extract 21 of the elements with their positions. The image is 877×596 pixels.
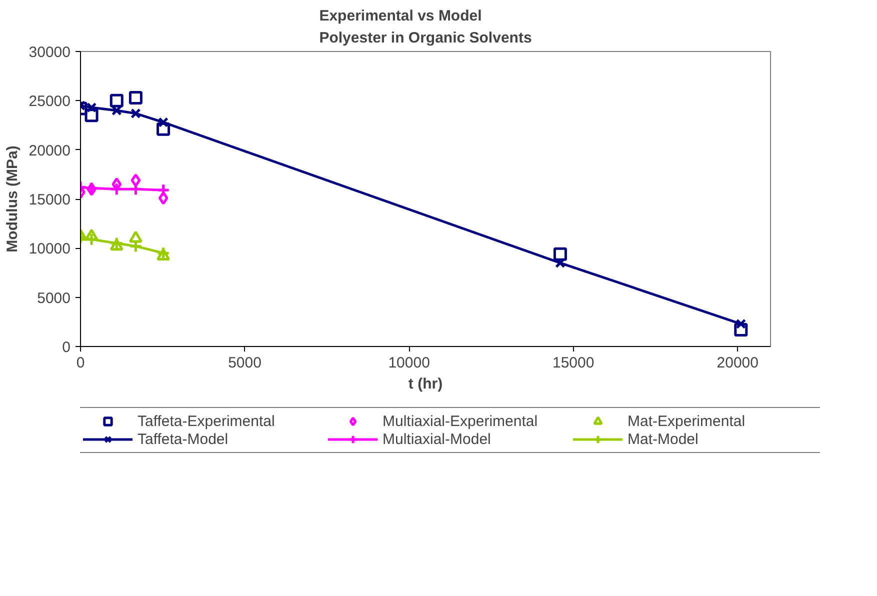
y-tick-label: 20000: [28, 142, 71, 160]
y-axis-title: Modulus (MPa): [4, 146, 21, 252]
y-tick-label: 10000: [28, 240, 71, 258]
legend-label: Multiaxial-Experimental: [382, 412, 539, 430]
x-tick-label: 20000: [716, 354, 759, 372]
legend-label: Mat-Experimental: [628, 412, 746, 430]
legend-label: Taffeta-Model: [138, 430, 230, 448]
x-tick-label: 10000: [388, 354, 430, 372]
y-tick-label: 0: [62, 339, 70, 356]
legend-label: Mat-Model: [628, 430, 700, 448]
x-axis-title: t (hr): [408, 376, 443, 392]
chart-title: Experimental vs Model Polyester in Organic Solvents: [319, 7, 532, 46]
legend-label: Taffeta-Experimental: [138, 412, 276, 430]
y-tick-label: 30000: [28, 44, 71, 61]
legend-label: Multiaxial-Model: [382, 430, 492, 448]
y-tick-label: 5000: [37, 290, 71, 307]
y-tick-label: 15000: [28, 192, 71, 208]
y-tick-label: 25000: [28, 93, 71, 110]
x-tick-label: 0: [76, 354, 85, 372]
x-tick-label: 5000: [228, 354, 262, 372]
x-tick-label: 15000: [552, 354, 594, 372]
